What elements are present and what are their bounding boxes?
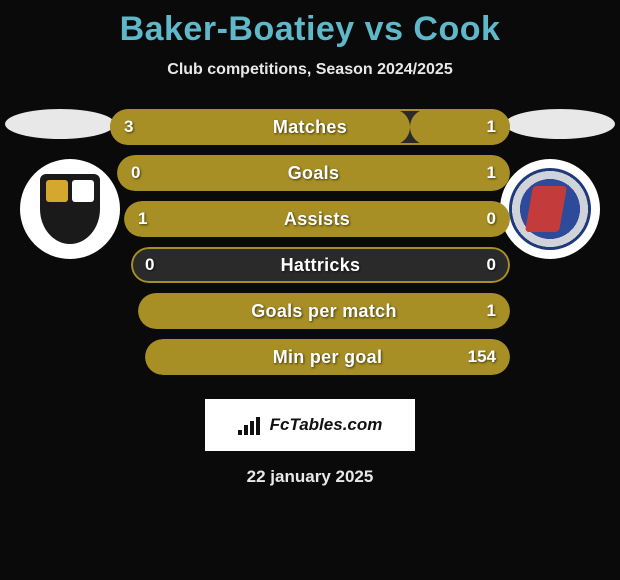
stat-label: Goals: [117, 155, 510, 191]
stat-row: 01Goals: [117, 155, 510, 191]
stat-row: 154Min per goal: [145, 339, 510, 375]
page-title: Baker-Boatiey vs Cook: [0, 0, 620, 49]
stat-row: 31Matches: [110, 109, 510, 145]
stat-row: 00Hattricks: [131, 247, 510, 283]
club-crest-right: [500, 159, 600, 259]
watermark-text: FcTables.com: [270, 415, 383, 435]
date-line: 22 january 2025: [0, 467, 620, 487]
stat-row: 10Assists: [124, 201, 510, 237]
stat-label: Matches: [110, 109, 510, 145]
stat-row: 1Goals per match: [138, 293, 510, 329]
stat-label: Goals per match: [138, 293, 510, 329]
club-crest-left: [20, 159, 120, 259]
player-left-avatar: [5, 109, 115, 139]
watermark-badge: FcTables.com: [205, 399, 415, 451]
stat-label: Hattricks: [131, 247, 510, 283]
bars-icon: [238, 415, 266, 435]
stat-label: Assists: [124, 201, 510, 237]
player-right-avatar: [505, 109, 615, 139]
stat-label: Min per goal: [145, 339, 510, 375]
comparison-area: 31Matches 01Goals 10Assists 00Hattricks 1Goa…: [0, 99, 620, 389]
stat-rows: 31Matches 01Goals 10Assists 00Hattricks 1Goa…: [110, 109, 510, 385]
subtitle: Club competitions, Season 2024/2025: [0, 61, 620, 79]
